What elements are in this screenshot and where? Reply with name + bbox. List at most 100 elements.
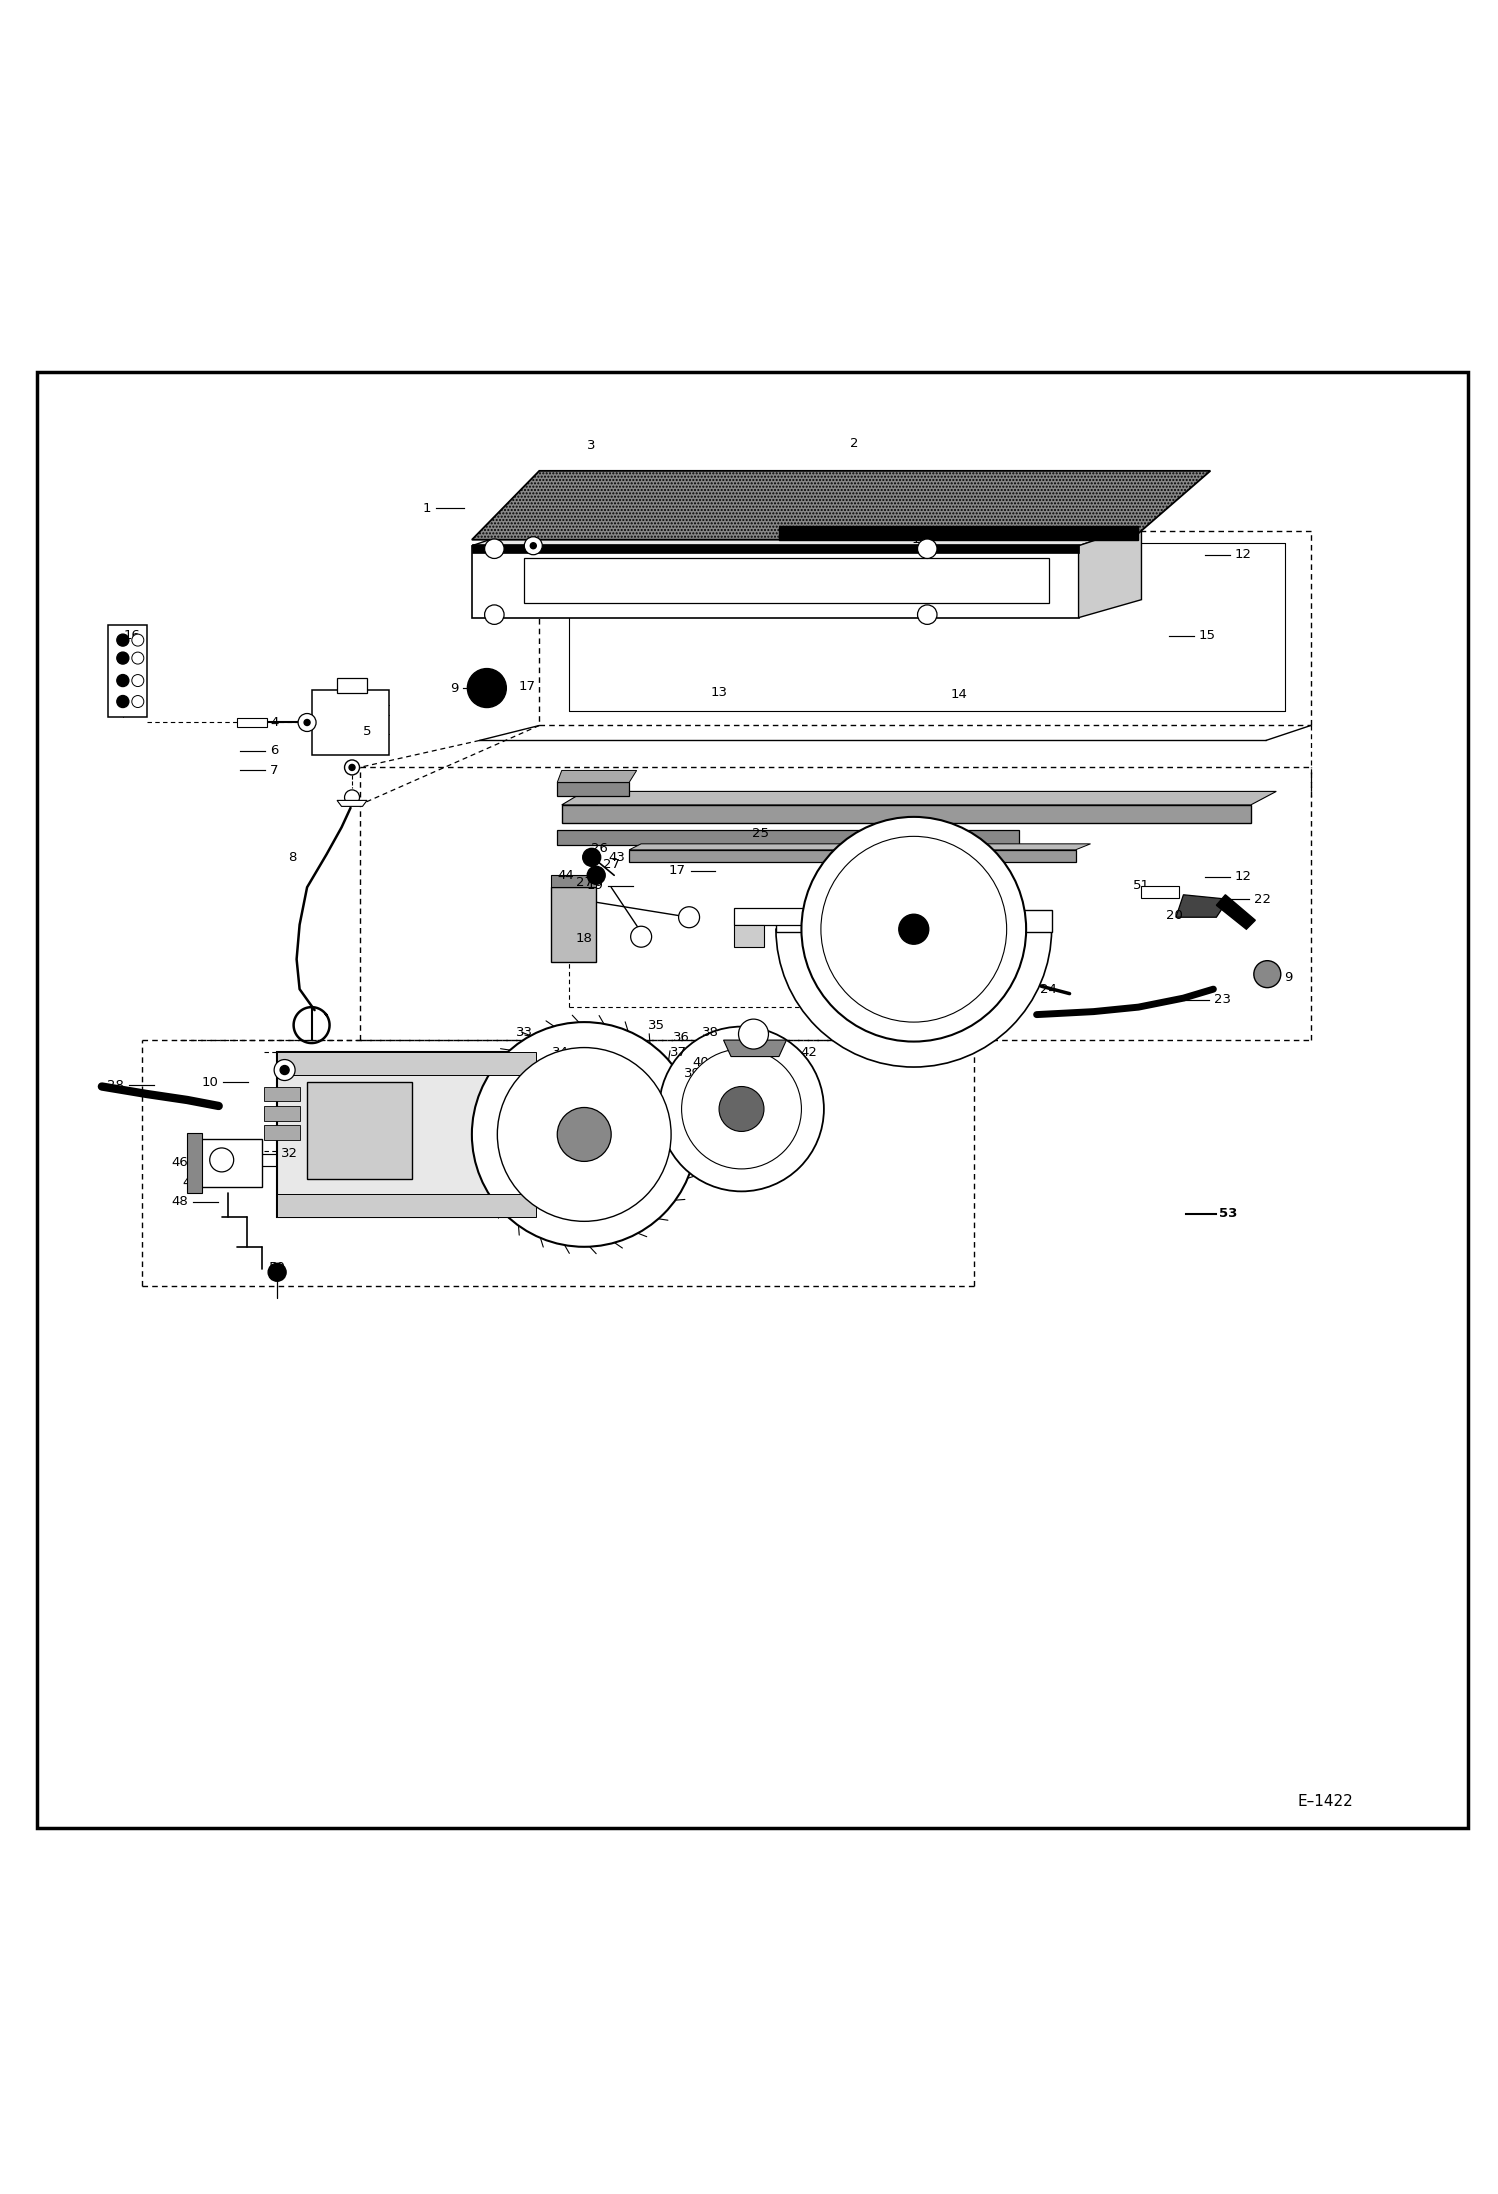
Text: 17: 17 — [518, 680, 536, 693]
Text: 40: 40 — [692, 1055, 710, 1068]
Polygon shape — [264, 1106, 300, 1121]
Polygon shape — [1079, 524, 1141, 619]
Text: E–1422: E–1422 — [1297, 1792, 1354, 1808]
Polygon shape — [629, 845, 1091, 849]
Circle shape — [210, 1147, 234, 1172]
Text: 28: 28 — [108, 1079, 124, 1093]
Circle shape — [467, 669, 506, 706]
Circle shape — [132, 695, 144, 706]
Text: 23: 23 — [1213, 994, 1231, 1007]
Circle shape — [117, 674, 129, 687]
Circle shape — [679, 906, 700, 928]
Text: 54: 54 — [890, 851, 908, 864]
Text: 34: 34 — [551, 1047, 569, 1058]
Polygon shape — [264, 1086, 300, 1101]
Text: 47: 47 — [183, 1176, 199, 1189]
Text: 16: 16 — [123, 630, 141, 643]
Polygon shape — [337, 678, 367, 693]
Text: 8: 8 — [288, 851, 297, 864]
Bar — [776, 911, 1052, 932]
Text: 10: 10 — [202, 1075, 219, 1088]
Circle shape — [719, 1086, 764, 1132]
Circle shape — [801, 816, 1026, 1042]
Text: 54: 54 — [887, 917, 911, 935]
Polygon shape — [307, 1082, 412, 1180]
Text: 32: 32 — [282, 1147, 298, 1161]
Polygon shape — [264, 1126, 300, 1141]
Polygon shape — [277, 1194, 536, 1218]
Text: 31: 31 — [267, 1130, 285, 1143]
Text: 12: 12 — [1234, 548, 1252, 562]
Text: 10: 10 — [542, 527, 560, 540]
Text: 3: 3 — [587, 439, 596, 452]
Text: 33: 33 — [515, 1027, 533, 1040]
Text: 53: 53 — [1219, 1207, 1237, 1220]
Text: 46: 46 — [172, 1156, 189, 1169]
Circle shape — [682, 1049, 801, 1169]
Text: 35: 35 — [647, 1018, 665, 1031]
Text: 49: 49 — [358, 1121, 376, 1134]
Text: 20: 20 — [1165, 908, 1183, 921]
Polygon shape — [472, 472, 1210, 540]
Polygon shape — [1216, 895, 1255, 930]
Circle shape — [557, 1108, 611, 1161]
Text: 52: 52 — [515, 524, 533, 538]
Circle shape — [298, 713, 316, 731]
Text: 51: 51 — [1132, 880, 1150, 893]
Polygon shape — [1141, 886, 1179, 897]
Polygon shape — [337, 801, 367, 807]
Text: 3: 3 — [1037, 564, 1046, 577]
Circle shape — [349, 764, 355, 770]
Polygon shape — [562, 805, 1251, 823]
Text: 9: 9 — [451, 682, 458, 695]
Circle shape — [485, 540, 503, 559]
Text: 31: 31 — [229, 1158, 247, 1172]
Text: 10: 10 — [911, 533, 929, 546]
Text: 5: 5 — [363, 724, 372, 737]
Text: 7: 7 — [270, 764, 279, 777]
Text: 38: 38 — [701, 1027, 719, 1040]
Circle shape — [117, 634, 129, 645]
Text: 44: 44 — [557, 869, 575, 882]
Circle shape — [917, 606, 938, 625]
Circle shape — [132, 652, 144, 665]
Text: 48: 48 — [172, 1196, 189, 1209]
Polygon shape — [472, 546, 1079, 619]
Text: 6: 6 — [270, 744, 279, 757]
Circle shape — [117, 652, 129, 665]
Text: 43: 43 — [608, 851, 626, 864]
Circle shape — [117, 695, 129, 706]
Text: 36: 36 — [673, 1031, 691, 1044]
Polygon shape — [312, 689, 389, 755]
Text: 22: 22 — [1254, 893, 1272, 906]
Polygon shape — [237, 717, 267, 726]
Polygon shape — [472, 524, 1141, 546]
Circle shape — [472, 1022, 697, 1246]
Polygon shape — [198, 1139, 262, 1187]
Text: 17: 17 — [863, 867, 881, 880]
Circle shape — [345, 790, 360, 805]
Polygon shape — [562, 792, 1276, 805]
Polygon shape — [629, 849, 1076, 862]
Text: 38: 38 — [748, 1060, 765, 1073]
Polygon shape — [734, 924, 764, 948]
Text: 1: 1 — [422, 502, 431, 516]
Circle shape — [1254, 961, 1281, 987]
Text: 41: 41 — [740, 1040, 758, 1053]
Polygon shape — [551, 875, 596, 886]
Text: 12: 12 — [1234, 871, 1252, 884]
Circle shape — [345, 759, 360, 774]
Polygon shape — [724, 1040, 786, 1058]
Polygon shape — [472, 544, 1079, 553]
Polygon shape — [557, 783, 629, 796]
Text: 26: 26 — [590, 842, 608, 856]
Polygon shape — [557, 829, 1019, 845]
Text: 39: 39 — [683, 1066, 701, 1079]
Text: 25: 25 — [752, 827, 770, 840]
Polygon shape — [524, 557, 1049, 603]
Circle shape — [583, 849, 601, 867]
Circle shape — [530, 542, 536, 548]
Text: 2: 2 — [849, 437, 858, 450]
Circle shape — [485, 606, 503, 625]
Polygon shape — [551, 886, 596, 963]
